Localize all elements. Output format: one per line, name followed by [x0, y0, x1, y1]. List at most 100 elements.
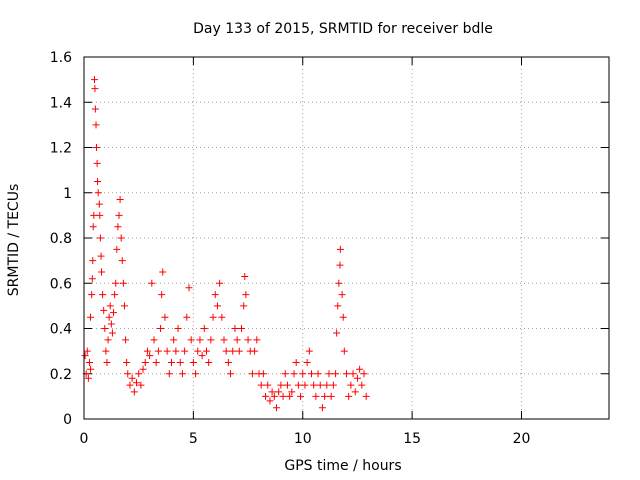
data-point: [218, 313, 226, 321]
data-point: [356, 365, 364, 373]
data-point: [108, 329, 116, 337]
data-point: [321, 392, 329, 400]
data-point: [120, 302, 128, 310]
data-point: [333, 329, 341, 337]
data-point: [336, 261, 344, 269]
data-point: [161, 313, 169, 321]
data-point: [203, 347, 210, 355]
x-tick-label: 10: [294, 431, 312, 447]
data-point: [347, 381, 355, 389]
data-point: [92, 121, 100, 129]
data-point: [146, 352, 154, 360]
data-point: [301, 381, 309, 389]
data-point: [207, 336, 215, 344]
data-point: [227, 370, 235, 378]
y-axis-label: SRMTID / TECUs: [6, 184, 22, 297]
data-point: [220, 336, 228, 344]
data-point: [87, 365, 95, 373]
data-point: [84, 374, 92, 382]
data-point: [268, 388, 276, 396]
data-point: [329, 381, 337, 389]
data-point: [118, 257, 126, 265]
data-point: [360, 370, 368, 378]
data-point: [209, 313, 217, 321]
data-point: [312, 392, 320, 400]
y-tick-label: 0.8: [50, 231, 72, 247]
y-tick-label: 1: [63, 186, 72, 202]
data-point: [148, 279, 156, 287]
data-point: [362, 392, 370, 400]
y-tick-label: 0: [63, 412, 72, 428]
data-point: [83, 347, 91, 355]
data-point: [277, 381, 285, 389]
data-point: [105, 313, 113, 321]
data-point: [96, 234, 104, 242]
x-axis-label: GPS time / hours: [284, 458, 401, 474]
data-point: [222, 347, 230, 355]
data-point: [170, 336, 178, 344]
data-point: [213, 302, 221, 310]
data-point: [181, 347, 189, 355]
data-point: [241, 272, 249, 280]
data-point: [81, 352, 89, 360]
data-point: [211, 291, 219, 299]
data-point: [205, 358, 213, 366]
data-point: [110, 309, 118, 317]
data-point: [174, 325, 182, 332]
data-point: [130, 388, 138, 396]
plot-frame: [83, 56, 610, 420]
data-point: [266, 397, 274, 405]
data-point: [102, 347, 110, 355]
data-point: [119, 279, 127, 287]
data-point: [303, 358, 311, 366]
data-point: [231, 325, 239, 332]
data-point: [89, 223, 97, 231]
data-point: [163, 347, 171, 355]
data-point: [251, 347, 259, 355]
data-point: [229, 347, 237, 355]
data-point: [94, 177, 102, 185]
data-point: [98, 268, 105, 276]
data-point: [165, 370, 173, 378]
data-point: [154, 347, 162, 355]
data-point: [242, 291, 250, 299]
data-point: [168, 358, 175, 366]
data-point: [135, 370, 143, 378]
grid: [84, 57, 609, 419]
data-point: [107, 320, 115, 328]
data-point: [323, 381, 331, 389]
data-point: [96, 211, 104, 219]
x-tick-label: 15: [403, 431, 421, 447]
data-point: [111, 291, 119, 299]
data-point: [297, 392, 305, 400]
data-point: [353, 374, 361, 382]
axis-ticks: 0 0.2 0.4 0.6 0.8 1 1.2 1.4 1.6 0 5 10 15 20: [50, 50, 609, 447]
data-point: [334, 302, 342, 310]
data-point: [172, 347, 180, 355]
data-point: [85, 358, 93, 366]
data-point: [126, 381, 134, 389]
data-point: [87, 313, 95, 321]
data-point: [95, 200, 103, 208]
data-point: [270, 392, 278, 400]
data-point: [340, 347, 348, 355]
data-point: [339, 313, 347, 321]
data-point: [106, 302, 114, 310]
data-point: [233, 336, 241, 344]
data-point: [137, 381, 145, 389]
data-point: [248, 370, 256, 378]
data-point: [294, 381, 302, 389]
data-point: [139, 365, 147, 373]
data-point: [99, 291, 107, 299]
y-tick-label: 0.4: [50, 322, 72, 338]
data-point: [299, 370, 307, 378]
x-tick-label: 5: [189, 431, 198, 447]
data-point: [275, 388, 283, 396]
data-point: [100, 306, 108, 314]
data-point: [253, 336, 261, 344]
data-point: [187, 336, 195, 344]
y-tick-label: 1.2: [50, 141, 72, 157]
data-point: [259, 370, 267, 378]
data-point: [273, 404, 280, 412]
data-point: [283, 381, 291, 389]
